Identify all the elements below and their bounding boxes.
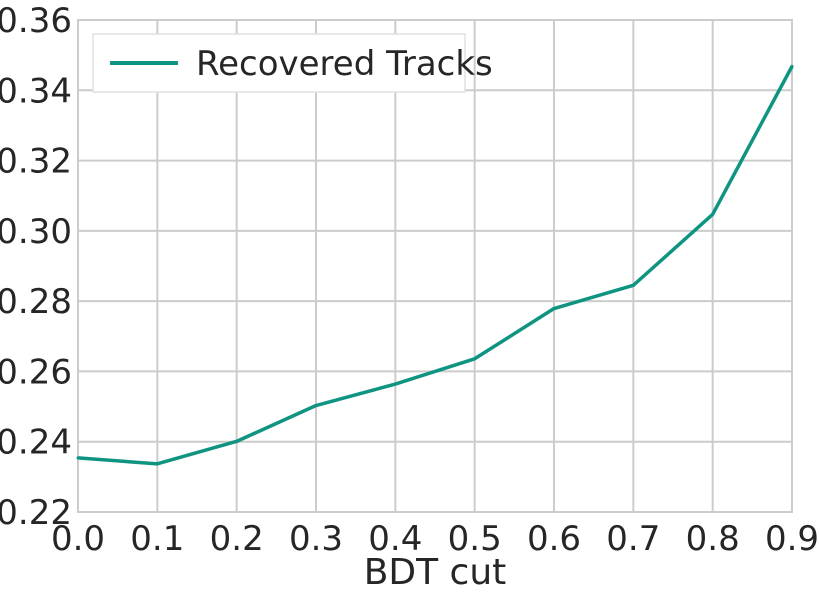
x-tick-label: 0.0 [51, 519, 105, 559]
x-tick-label: 0.8 [686, 519, 740, 559]
y-tick-labels: 0.22 0.24 0.26 0.28 0.30 0.32 0.34 0.36 [0, 1, 72, 533]
x-axis-title: BDT cut [364, 552, 507, 593]
y-tick-label: 0.28 [0, 282, 72, 322]
data-point [552, 307, 556, 311]
plot-frame [77, 19, 793, 513]
x-tick-label: 0.5 [448, 519, 502, 559]
data-point [155, 462, 159, 466]
x-tick-label: 0.1 [130, 519, 184, 559]
data-point [790, 64, 794, 68]
series-layer [76, 64, 794, 466]
y-tick-label: 0.30 [0, 212, 72, 252]
data-point [393, 382, 397, 386]
x-tick-label: 0.9 [765, 519, 819, 559]
series-line [77, 65, 794, 466]
legend-label: Recovered Tracks [196, 44, 493, 84]
data-point [473, 357, 477, 361]
y-tick-label: 0.32 [0, 142, 72, 182]
data-point [235, 439, 239, 443]
x-tick-labels: 0.0 0.1 0.2 0.3 0.4 0.5 0.6 0.7 0.8 0.9 [51, 519, 819, 559]
x-tick-label: 0.7 [606, 519, 660, 559]
y-tick-label: 0.34 [0, 71, 72, 111]
y-tick-label: 0.22 [0, 493, 72, 533]
x-tick-label: 0.6 [527, 519, 581, 559]
data-point [631, 283, 635, 287]
data-point [76, 456, 80, 460]
y-tick-label: 0.36 [0, 1, 72, 41]
x-tick-label: 0.3 [289, 519, 343, 559]
grid [77, 19, 793, 513]
x-tick-label: 0.2 [210, 519, 264, 559]
legend: Recovered Tracks [92, 33, 493, 93]
y-tick-label: 0.24 [0, 423, 72, 463]
y-tick-label: 0.26 [0, 352, 72, 392]
x-tick-label: 0.4 [368, 519, 422, 559]
data-point [711, 212, 715, 216]
data-point [314, 404, 318, 408]
